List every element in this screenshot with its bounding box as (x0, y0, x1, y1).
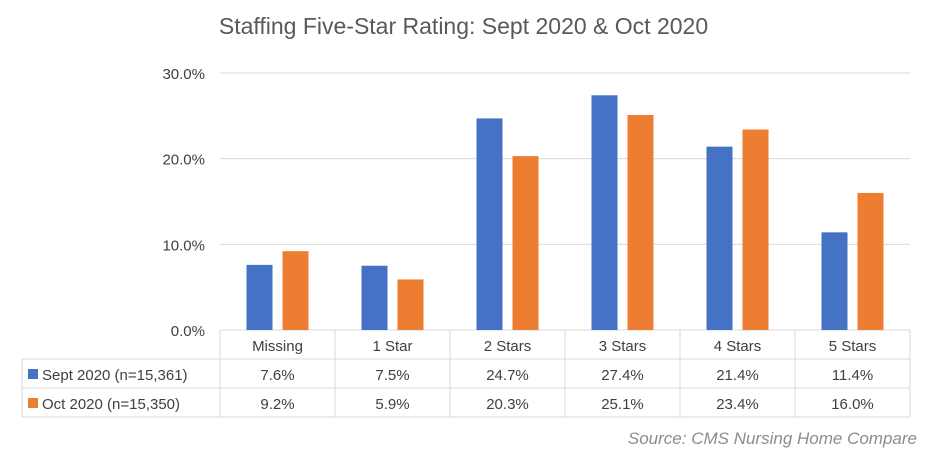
data-label: 25.1% (601, 396, 644, 413)
bar-oct-3 (627, 114, 654, 330)
legend-label-1: Oct 2020 (n=15,350) (42, 396, 180, 413)
bar-sept-3 (591, 95, 618, 330)
data-label: 16.0% (831, 396, 874, 413)
data-label: 7.6% (260, 367, 294, 384)
bar-sept-1 (361, 265, 388, 330)
bar-sept-2 (476, 118, 503, 330)
data-label: 24.7% (486, 367, 529, 384)
data-label: 21.4% (716, 367, 759, 384)
chart-title: Staffing Five-Star Rating: Sept 2020 & O… (218, 13, 709, 39)
x-tick-label: 4 Stars (714, 338, 762, 355)
data-label: 20.3% (486, 396, 529, 413)
bar-oct-4 (742, 129, 769, 330)
bar-oct-1 (397, 279, 424, 330)
bar-oct-5 (857, 192, 884, 330)
data-label: 11.4% (832, 367, 873, 384)
data-label: 5.9% (375, 396, 409, 413)
bar-oct-0 (282, 251, 309, 330)
source-note: Source: CMS Nursing Home Compare (627, 429, 917, 448)
data-label: 7.5% (375, 367, 409, 384)
legend-key-1 (28, 398, 38, 408)
y-tick-label: 30.0% (162, 66, 205, 83)
y-tick-label: 20.0% (162, 152, 205, 169)
y-tick-label: 10.0% (162, 237, 205, 254)
y-tick-label: 0.0% (171, 323, 205, 340)
x-tick-label: 5 Stars (829, 338, 877, 355)
bar-sept-0 (246, 264, 273, 330)
data-label: 27.4% (601, 367, 644, 384)
x-tick-label: 3 Stars (599, 338, 647, 355)
bar-sept-4 (706, 146, 733, 330)
x-tick-label: 1 Star (372, 338, 412, 355)
x-tick-label: 2 Stars (484, 338, 532, 355)
legend-key-0 (28, 369, 38, 379)
bar-sept-5 (821, 232, 848, 330)
x-tick-label: Missing (252, 338, 303, 355)
data-label: 23.4% (716, 396, 759, 413)
legend-label-0: Sept 2020 (n=15,361) (42, 367, 188, 384)
data-label: 9.2% (260, 396, 294, 413)
bar-oct-2 (512, 156, 539, 330)
